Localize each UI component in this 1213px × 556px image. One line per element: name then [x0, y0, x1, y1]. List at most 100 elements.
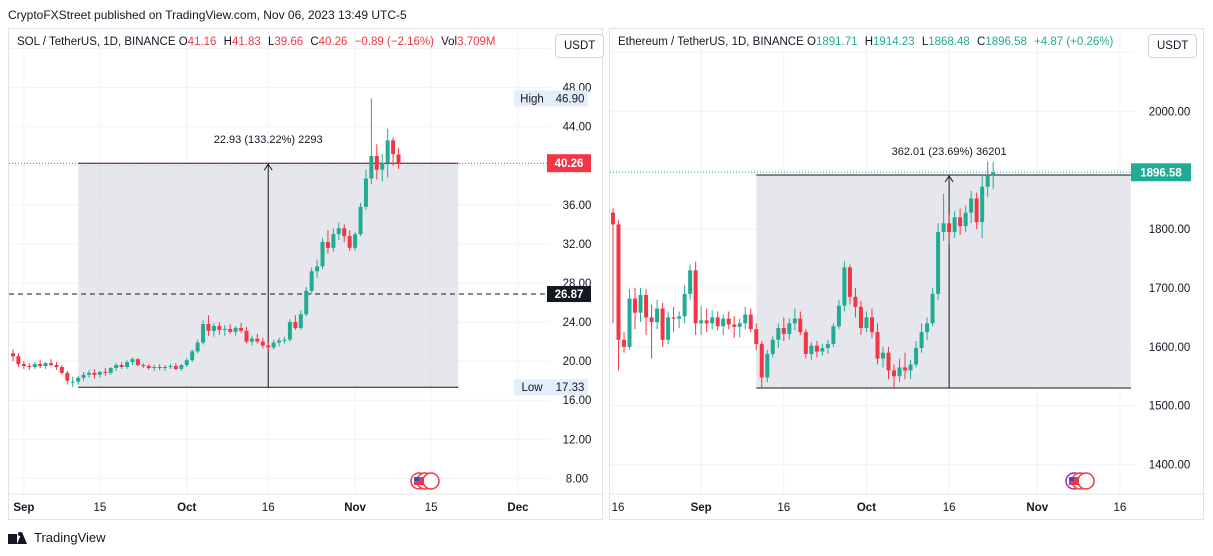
chart-panel-sol[interactable]: 22.93 (133.22%) 2293 8.00 12.00 16.00 20.00 2…	[8, 28, 605, 521]
candle-body	[369, 155, 374, 179]
sol-vol-key: Vol	[441, 36, 458, 48]
eth-high-value: 1914.23	[873, 36, 915, 48]
candle-body	[980, 186, 985, 223]
candle-body	[59, 367, 64, 373]
eth-close-key: C	[977, 36, 986, 48]
candle-body	[969, 198, 974, 213]
candle-body	[914, 348, 919, 365]
candle-body	[347, 236, 352, 248]
candle-body	[287, 322, 292, 340]
candle-body	[16, 356, 21, 365]
candle-body	[875, 332, 880, 359]
eth-chart-canvas[interactable]: 362.01 (23.69%) 36201 1400.00 1500.00 1600.…	[610, 29, 1205, 521]
x-tick-label: Nov	[1026, 502, 1048, 514]
candle-body	[825, 343, 830, 349]
candle-body	[627, 298, 632, 347]
y-tick-label: 1800.00	[1149, 224, 1191, 236]
candle-body	[206, 324, 211, 331]
candle-body	[776, 328, 781, 340]
candle-body	[179, 365, 184, 369]
range-label: 22.93 (133.22%) 2293	[214, 134, 323, 146]
candle-body	[671, 317, 676, 319]
candle-body	[699, 320, 704, 324]
footer-brand-label: TradingView	[34, 530, 106, 545]
dashed-level-badge	[547, 286, 591, 303]
y-tick-label: 44.00	[563, 122, 592, 134]
candle-body	[710, 317, 715, 324]
eth-change: +4.87 (+0.26%)	[1034, 36, 1114, 48]
candle-body	[304, 290, 309, 315]
candle-body	[847, 267, 852, 297]
candle-body	[633, 298, 638, 313]
eth-currency-button[interactable]: USDT	[1148, 34, 1198, 58]
candle-body	[952, 217, 957, 233]
candle-body	[660, 308, 665, 340]
candle-body	[919, 332, 924, 349]
candle-body	[320, 241, 325, 267]
candle-body	[853, 296, 858, 307]
candle-body	[666, 317, 671, 340]
candle-body	[255, 338, 260, 342]
x-tick-label: Sep	[13, 502, 34, 514]
candle-body	[892, 370, 897, 377]
candle-body	[820, 348, 825, 352]
candle-body	[271, 342, 276, 348]
candle-body	[54, 365, 59, 368]
sol-chart-canvas[interactable]: 22.93 (133.22%) 2293 8.00 12.00 16.00 20.00 2…	[9, 29, 604, 521]
candle-body	[331, 234, 336, 248]
candle-body	[353, 234, 358, 248]
sol-close-value: 40.26	[318, 36, 348, 48]
candle-body	[336, 228, 341, 235]
candles	[611, 161, 996, 389]
candle-body	[897, 367, 902, 377]
candle-body	[886, 352, 891, 371]
candle-body	[941, 223, 946, 233]
y-tick-label: 1700.00	[1149, 283, 1191, 295]
x-tick-label: Oct	[177, 502, 196, 514]
candle-body	[293, 322, 298, 328]
candle-body	[65, 372, 70, 381]
badge-bg	[514, 379, 588, 396]
y-tick-label: 1400.00	[1149, 460, 1191, 472]
range-label: 362.01 (23.69%) 36201	[892, 146, 1007, 158]
sol-open-key: O	[178, 36, 188, 48]
candle-body	[92, 372, 97, 375]
sol-open-value: 41.16	[187, 36, 217, 48]
candle-body	[792, 318, 797, 324]
eth-open-key: O	[806, 36, 816, 48]
candle-body	[688, 270, 693, 294]
candle-body	[315, 266, 320, 272]
candle-body	[787, 323, 792, 334]
candle-body	[985, 175, 990, 187]
candle-body	[622, 339, 627, 347]
eth-legend: Ethereum / TetherUS, 1D, BINANCE O1891.7…	[618, 36, 1117, 48]
y-tick-label: 1500.00	[1149, 401, 1191, 413]
candle-body	[298, 314, 303, 328]
candle-body	[97, 371, 102, 375]
sol-currency-button[interactable]: USDT	[555, 34, 605, 58]
chart-panel-eth[interactable]: 362.01 (23.69%) 36201 1400.00 1500.00 1600.…	[609, 28, 1205, 521]
candle-body	[869, 317, 874, 333]
sol-low-value: 39.66	[274, 36, 304, 48]
candle-body	[239, 327, 244, 331]
eth-low-key: L	[921, 36, 929, 48]
candle-body	[380, 162, 385, 170]
candle-body	[704, 320, 709, 324]
event-flags-icon	[1065, 472, 1095, 490]
candle-body	[908, 364, 913, 371]
x-tick-label: 16	[943, 502, 956, 514]
x-tick-label: 15	[93, 502, 106, 514]
candle-body	[363, 178, 368, 207]
candle-body	[880, 352, 885, 359]
y-tick-label: 36.00	[563, 200, 592, 212]
sol-symbol: SOL / TetherUS, 1D, BINANCE	[17, 36, 176, 48]
sol-low-key: L	[267, 36, 275, 48]
candle-body	[70, 381, 75, 383]
candle-body	[903, 367, 908, 371]
candle-body	[754, 329, 759, 344]
candle-body	[201, 324, 206, 343]
x-tick-label: 16	[612, 502, 625, 514]
candle-body	[721, 318, 726, 327]
candle-body	[103, 371, 108, 373]
candle-body	[649, 317, 654, 323]
